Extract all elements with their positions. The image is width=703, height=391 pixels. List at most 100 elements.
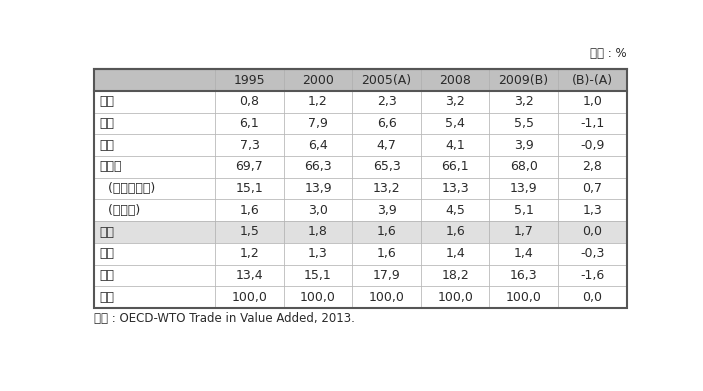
Bar xyxy=(352,113,421,135)
Text: 4,1: 4,1 xyxy=(445,139,465,152)
Bar xyxy=(94,178,215,199)
Bar xyxy=(215,135,284,156)
Bar xyxy=(489,265,558,286)
Bar xyxy=(94,221,215,243)
Bar xyxy=(489,243,558,265)
Bar xyxy=(94,286,215,308)
Bar xyxy=(352,286,421,308)
Text: 7,9: 7,9 xyxy=(308,117,328,130)
Bar xyxy=(284,178,352,199)
Text: 100,0: 100,0 xyxy=(231,291,267,303)
Text: 3,2: 3,2 xyxy=(514,95,534,108)
Bar xyxy=(284,135,352,156)
Bar xyxy=(558,178,626,199)
Bar xyxy=(352,69,421,91)
Bar xyxy=(558,69,626,91)
Text: 1,2: 1,2 xyxy=(240,247,259,260)
Text: 대만: 대만 xyxy=(100,247,115,260)
Text: 68,0: 68,0 xyxy=(510,160,538,173)
Text: 100,0: 100,0 xyxy=(368,291,404,303)
Bar xyxy=(489,156,558,178)
Bar xyxy=(352,178,421,199)
Bar xyxy=(284,199,352,221)
Bar xyxy=(94,199,215,221)
Text: 2009(B): 2009(B) xyxy=(498,74,549,86)
Text: 1,8: 1,8 xyxy=(308,226,328,239)
Text: 1,4: 1,4 xyxy=(514,247,534,260)
Text: -1,1: -1,1 xyxy=(580,117,605,130)
Bar xyxy=(489,286,558,308)
Text: 100,0: 100,0 xyxy=(505,291,541,303)
Bar xyxy=(558,243,626,265)
Text: 6,4: 6,4 xyxy=(308,139,328,152)
Bar xyxy=(215,178,284,199)
Bar xyxy=(352,156,421,178)
Text: 중국: 중국 xyxy=(100,95,115,108)
Text: 1,4: 1,4 xyxy=(445,247,465,260)
Bar xyxy=(558,113,626,135)
Text: 1,0: 1,0 xyxy=(582,95,602,108)
Text: 0,0: 0,0 xyxy=(582,291,602,303)
Text: 15,1: 15,1 xyxy=(236,182,264,195)
Text: 13,3: 13,3 xyxy=(441,182,469,195)
Text: (인도네시아): (인도네시아) xyxy=(100,182,155,195)
Bar xyxy=(421,265,489,286)
Bar xyxy=(94,91,215,113)
Text: 1,3: 1,3 xyxy=(582,204,602,217)
Text: 0,0: 0,0 xyxy=(582,226,602,239)
Text: 1,6: 1,6 xyxy=(445,226,465,239)
Bar xyxy=(284,113,352,135)
Bar xyxy=(215,199,284,221)
Bar xyxy=(352,265,421,286)
Text: 13,9: 13,9 xyxy=(510,182,538,195)
Bar xyxy=(489,91,558,113)
Text: 0,7: 0,7 xyxy=(582,182,602,195)
Text: 합계: 합계 xyxy=(100,291,115,303)
Text: 5,1: 5,1 xyxy=(514,204,534,217)
Text: -1,6: -1,6 xyxy=(580,269,605,282)
Text: 아세안: 아세안 xyxy=(100,160,122,173)
Text: 65,3: 65,3 xyxy=(373,160,401,173)
Text: 4,7: 4,7 xyxy=(377,139,396,152)
Text: 3,2: 3,2 xyxy=(445,95,465,108)
Bar xyxy=(489,178,558,199)
Text: 1,6: 1,6 xyxy=(240,204,259,217)
Text: 13,4: 13,4 xyxy=(236,269,264,282)
Text: 100,0: 100,0 xyxy=(437,291,473,303)
Text: 69,7: 69,7 xyxy=(236,160,264,173)
Bar xyxy=(558,156,626,178)
Bar xyxy=(215,265,284,286)
Text: 7,3: 7,3 xyxy=(240,139,259,152)
Bar xyxy=(421,199,489,221)
Bar xyxy=(558,91,626,113)
Bar xyxy=(215,221,284,243)
Bar xyxy=(489,221,558,243)
Text: 18,2: 18,2 xyxy=(441,269,469,282)
Text: 2000: 2000 xyxy=(302,74,334,86)
Bar xyxy=(352,199,421,221)
Bar xyxy=(558,265,626,286)
Bar xyxy=(352,91,421,113)
Bar xyxy=(352,221,421,243)
Text: 1,6: 1,6 xyxy=(377,226,396,239)
Bar xyxy=(215,69,284,91)
Bar xyxy=(94,156,215,178)
Text: 기타: 기타 xyxy=(100,269,115,282)
Bar xyxy=(558,221,626,243)
Text: 2,8: 2,8 xyxy=(582,160,602,173)
Text: 15,1: 15,1 xyxy=(304,269,332,282)
Text: 100,0: 100,0 xyxy=(300,291,336,303)
Text: 1,6: 1,6 xyxy=(377,247,396,260)
Text: 미국: 미국 xyxy=(100,117,115,130)
Bar xyxy=(421,113,489,135)
Bar xyxy=(94,69,215,91)
Bar xyxy=(94,243,215,265)
Text: 5,4: 5,4 xyxy=(445,117,465,130)
Text: 3,9: 3,9 xyxy=(514,139,534,152)
Text: (B)-(A): (B)-(A) xyxy=(572,74,613,86)
Text: 66,3: 66,3 xyxy=(304,160,332,173)
Bar xyxy=(284,265,352,286)
Bar xyxy=(489,113,558,135)
Bar xyxy=(94,135,215,156)
Bar xyxy=(94,113,215,135)
